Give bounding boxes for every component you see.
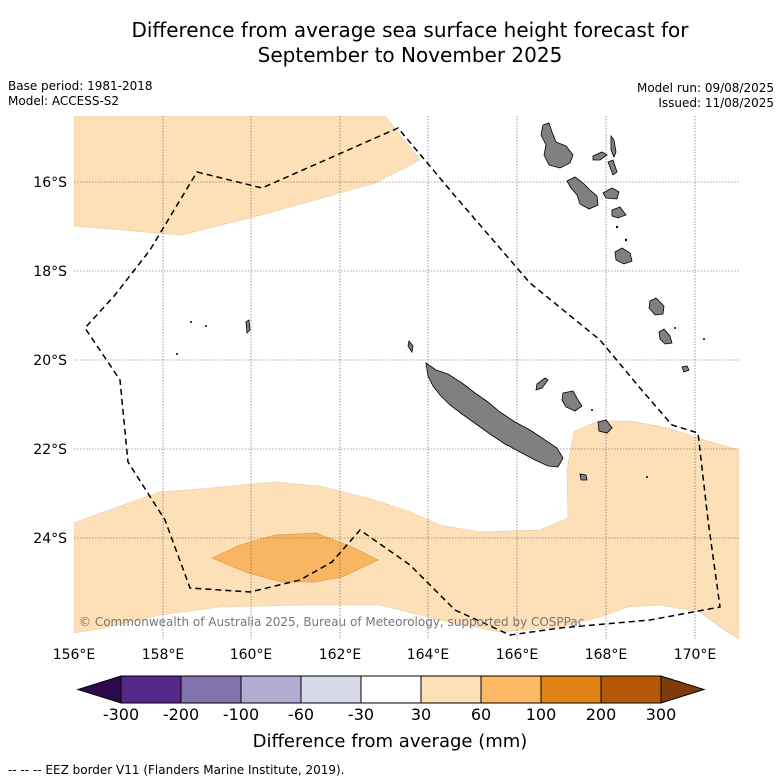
lon-label-164e: 164°E <box>407 647 450 663</box>
latitude-labels: 16°S 18°S 20°S 22°S 24°S <box>33 175 67 547</box>
credit-text: © Commonwealth of Australia 2025, Bureau… <box>79 615 584 629</box>
model-text: Model: ACCESS-S2 <box>8 94 120 108</box>
chart-title: Difference from average sea surface heig… <box>0 18 781 68</box>
colorbar-tick-label: 60 <box>471 705 491 724</box>
land-masses <box>245 122 690 481</box>
eez-border <box>84 127 721 636</box>
belep-islands <box>407 340 414 354</box>
new-caledonia-island <box>425 362 564 468</box>
title-line-1: Difference from average sea surface heig… <box>131 18 689 42</box>
colorbar-segment <box>420 675 482 704</box>
colorbar-tick-label: 200 <box>586 705 617 724</box>
colorbar-segment <box>600 675 662 704</box>
lat-label-24s: 24°S <box>33 531 67 547</box>
malo-island <box>566 176 599 210</box>
small-islets <box>176 225 705 478</box>
colorbar-extend-min <box>76 675 122 704</box>
anomaly-30-60-north <box>74 116 421 236</box>
lon-label-168e: 168°E <box>585 647 628 663</box>
colorbar: -300 -200 -100 -60 -30 30 60 100 200 300 <box>76 675 706 724</box>
lon-label-162e: 162°E <box>319 647 362 663</box>
lon-label-166e: 166°E <box>496 647 539 663</box>
erromango-island <box>648 297 665 316</box>
ouvea-island <box>535 377 549 391</box>
map-area: © Commonwealth of Australia 2025, Bureau… <box>74 116 739 639</box>
lon-label-160e: 160°E <box>230 647 273 663</box>
colorbar-tick-label: 30 <box>411 705 431 724</box>
model-run-text: Model run: 09/08/2025 <box>636 81 774 95</box>
ambrym-island <box>602 187 620 200</box>
anomaly-60-100-patch <box>211 532 379 583</box>
colorbar-segment <box>120 675 182 704</box>
colorbar-tick-label: 300 <box>646 705 677 724</box>
colorbar-segment <box>360 675 422 704</box>
colorbar-tick-label: -30 <box>348 705 374 724</box>
colorbar-segment <box>180 675 242 704</box>
eez-footnote: -- -- -- EEZ border V11 (Flanders Marine… <box>8 763 345 777</box>
colorbar-segment <box>480 675 542 704</box>
colorbar-tick-label: -60 <box>288 705 314 724</box>
colorbar-tick-label: 100 <box>526 705 557 724</box>
aneityum-island <box>681 365 690 373</box>
lat-label-22s: 22°S <box>33 442 67 458</box>
issued-text: Issued: 11/08/2025 <box>658 96 774 110</box>
epi-island <box>611 206 627 219</box>
colorbar-extend-max <box>660 675 706 704</box>
colorbar-segment <box>300 675 362 704</box>
colorbar-tick-label: -200 <box>163 705 199 724</box>
tanna-island <box>658 328 673 345</box>
lon-label-158e: 158°E <box>142 647 185 663</box>
lon-label-156e: 156°E <box>53 647 96 663</box>
lat-label-16s: 16°S <box>33 175 67 191</box>
lon-label-170e: 170°E <box>674 647 717 663</box>
ambae-island <box>592 151 608 161</box>
colorbar-segment <box>240 675 302 704</box>
chesterfield-islet <box>245 319 251 334</box>
metadata-left: Base period: 1981-2018 Model: ACCESS-S2 <box>8 79 153 109</box>
espiritu-santo-island <box>540 122 574 169</box>
base-period-text: Base period: 1981-2018 <box>8 79 153 93</box>
colorbar-title: Difference from average (mm) <box>253 731 528 752</box>
graticule <box>74 116 739 639</box>
colorbar-tick-label: -300 <box>103 705 139 724</box>
lat-label-18s: 18°S <box>33 264 67 280</box>
metadata-right: Model run: 09/08/2025 Issued: 11/08/2025 <box>637 81 774 111</box>
pentecost-island <box>607 159 618 176</box>
colorbar-tick-label: -100 <box>223 705 259 724</box>
mare-island <box>597 419 613 434</box>
colorbar-segment <box>540 675 602 704</box>
lifou-island <box>561 390 583 412</box>
isle-of-pines <box>579 473 588 481</box>
lat-label-20s: 20°S <box>33 353 67 369</box>
title-line-2: September to November 2025 <box>257 43 563 67</box>
longitude-labels: 156°E 158°E 160°E 162°E 164°E 166°E 168°… <box>53 647 717 663</box>
efate-island <box>614 247 633 265</box>
maewo-island <box>610 134 617 159</box>
